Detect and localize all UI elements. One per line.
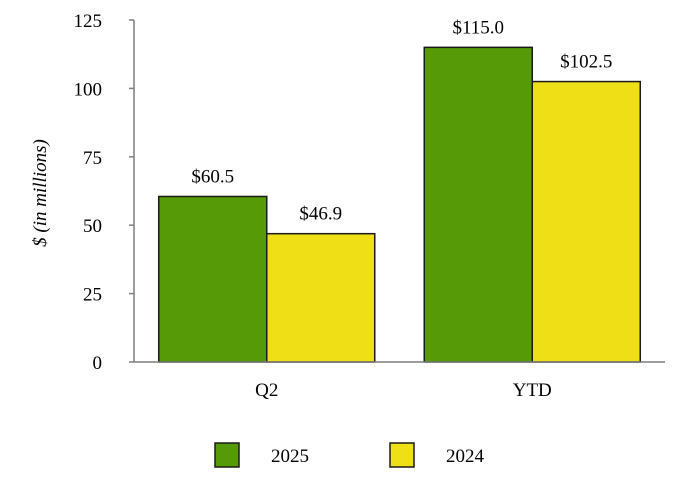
bars — [158, 46, 641, 363]
legend: 2025 2024 — [214, 442, 485, 468]
y-axis-title: $ (in millions) — [30, 139, 51, 247]
bar-2024-Q2 — [266, 232, 376, 363]
legend-swatch-2025 — [214, 442, 240, 468]
data-labels: $60.5 $46.9 $115.0 $102.5 — [191, 17, 612, 224]
category-label-Q2: Q2 — [255, 380, 278, 401]
bar-2025-Q2 — [158, 195, 268, 363]
bar-2025-YTD — [423, 46, 533, 363]
bar-2024-YTD — [531, 80, 641, 363]
category-labels: Q2 YTD — [255, 380, 552, 401]
data-label-2024-YTD: $102.5 — [560, 52, 612, 73]
y-tick-label: 100 — [74, 79, 103, 100]
legend-label-2025: 2025 — [271, 446, 309, 467]
y-tick-label: 125 — [74, 11, 103, 32]
y-tick-label: 0 — [93, 353, 103, 374]
data-label-2025-YTD: $115.0 — [452, 17, 504, 38]
category-label-YTD: YTD — [513, 380, 552, 401]
data-label-2025-Q2: $60.5 — [191, 166, 234, 187]
legend-swatch-2024 — [389, 442, 415, 468]
y-axis-ticks: 0 25 50 75 100 125 — [74, 11, 134, 374]
data-label-2024-Q2: $46.9 — [299, 204, 342, 225]
y-tick-label: 75 — [83, 148, 102, 169]
y-tick-label: 50 — [83, 216, 102, 237]
y-tick-label: 25 — [83, 285, 102, 306]
legend-label-2024: 2024 — [446, 446, 485, 467]
